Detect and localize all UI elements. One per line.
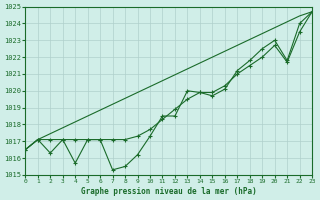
X-axis label: Graphe pression niveau de la mer (hPa): Graphe pression niveau de la mer (hPa) [81, 187, 257, 196]
